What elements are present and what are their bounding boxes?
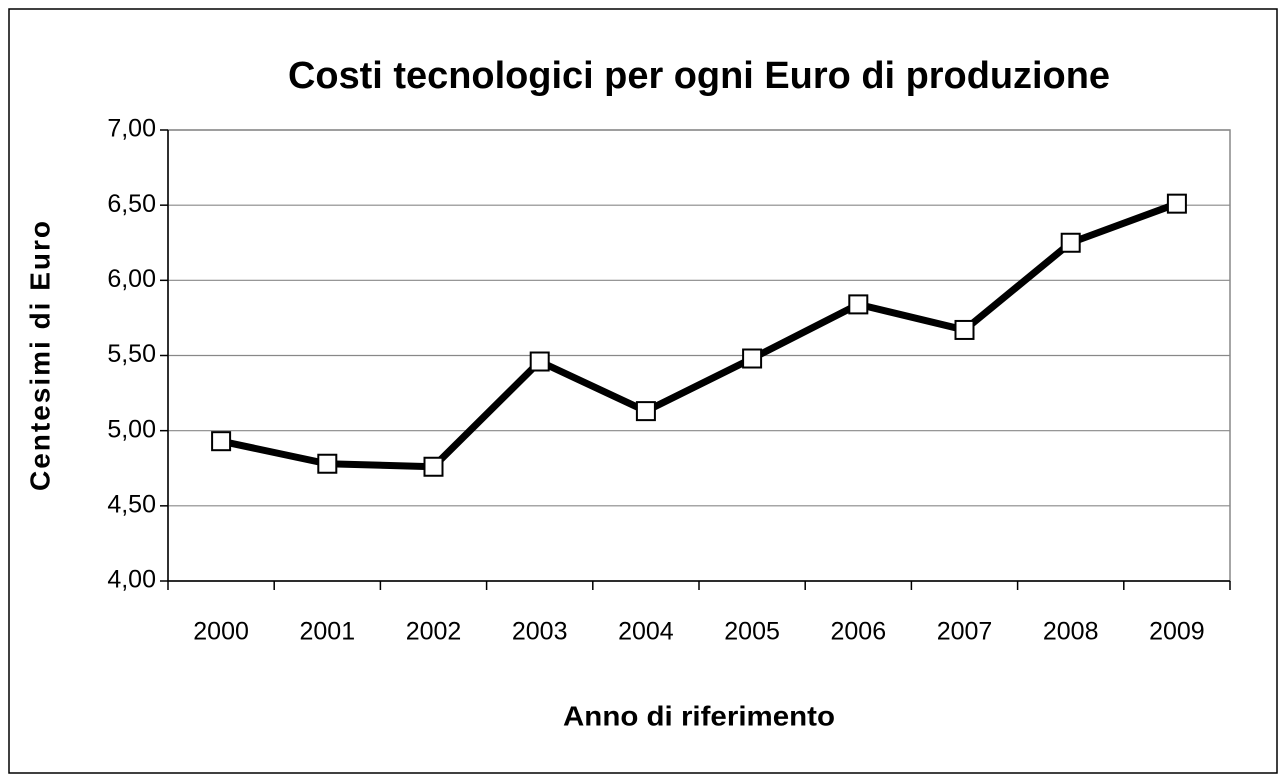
y-tick-label: 7,00 — [107, 115, 156, 143]
data-marker — [848, 294, 869, 315]
chart-title: Costi tecnologici per ogni Euro di produ… — [288, 55, 1110, 97]
data-marker — [529, 351, 550, 372]
x-tick-label: 2006 — [830, 618, 886, 646]
data-marker — [742, 348, 763, 369]
data-marker — [317, 453, 338, 474]
x-tick-label: 2001 — [299, 618, 355, 646]
y-tick-label: 4,00 — [107, 566, 156, 594]
x-axis-label: Anno di riferimento — [563, 700, 835, 731]
data-marker — [423, 456, 444, 477]
x-tick-label: 2007 — [937, 618, 993, 646]
data-marker — [1060, 232, 1081, 253]
y-tick-label: 5,50 — [107, 340, 156, 368]
x-tick-label: 2005 — [724, 618, 780, 646]
x-tick-label: 2008 — [1043, 618, 1099, 646]
x-tick-label: 2002 — [406, 618, 462, 646]
x-tick-label: 2003 — [512, 618, 568, 646]
y-tick-label: 4,50 — [107, 490, 156, 518]
data-marker — [211, 431, 232, 452]
data-line — [220, 200, 1179, 471]
data-marker — [1166, 193, 1187, 214]
y-tick-label: 6,50 — [107, 190, 156, 218]
x-tick-label: 2004 — [618, 618, 674, 646]
x-tick-label: 2000 — [193, 618, 249, 646]
x-tick-label: 2009 — [1149, 618, 1205, 646]
data-marker — [954, 319, 975, 340]
y-tick-label: 5,00 — [107, 415, 156, 443]
y-tick-label: 6,00 — [107, 265, 156, 293]
y-axis-label: Centesimi di Euro — [24, 219, 55, 491]
data-marker — [635, 401, 656, 422]
